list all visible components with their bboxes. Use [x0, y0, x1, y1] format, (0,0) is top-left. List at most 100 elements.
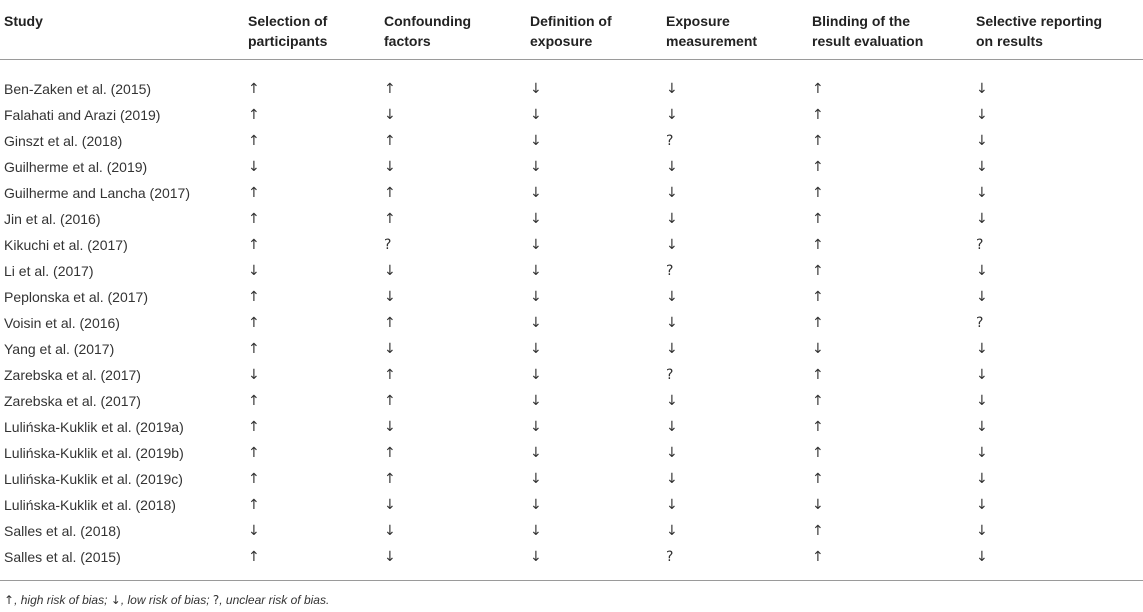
- table-row: Kikuchi et al. (2017) ↑? ↓ ↓ ↑?: [0, 232, 1143, 258]
- study-name-cell: Ben-Zaken et al. (2015): [4, 80, 152, 97]
- bias-rating-cell: ↓: [530, 262, 542, 279]
- bias-rating-cell: ↓: [530, 132, 542, 149]
- study-name-cell: Yang et al. (2017): [4, 340, 115, 357]
- table-header: Study Selection of participants Confounding…: [0, 0, 1143, 60]
- bias-rating-cell: ?: [384, 236, 392, 253]
- header-text-line: Selective reporting: [976, 13, 1103, 29]
- bias-rating-cell: ↓: [666, 210, 678, 227]
- bias-rating-cell: ↑: [384, 184, 396, 201]
- bias-rating-cell: ↑: [812, 314, 824, 331]
- study-name-cell: Lulińska-Kuklik et al. (2018): [4, 496, 176, 513]
- footnote-text: , low risk of bias;: [120, 593, 213, 607]
- study-name-cell: Li et al. (2017): [4, 262, 94, 279]
- header-text-line: participants: [248, 33, 328, 49]
- table-row: Zarebska et al. (2017) ↑ ↑ ↓ ↓ ↑ ↓: [0, 388, 1143, 414]
- bias-rating-cell: ↑: [812, 106, 824, 123]
- footnote-symbol: ↑: [4, 593, 15, 607]
- bias-rating-cell: ↓: [666, 418, 678, 435]
- footnote-text: , high risk of bias;: [14, 593, 111, 607]
- study-name-cell: Kikuchi et al. (2017): [4, 236, 128, 253]
- table-row: Lulińska-Kuklik et al. (2018) ↑ ↓ ↓ ↓ ↓ ↓: [0, 492, 1143, 518]
- bias-rating-cell: ↓: [976, 444, 988, 461]
- bias-rating-cell: ↓: [976, 496, 988, 513]
- study-name-cell: Salles et al. (2015): [4, 548, 121, 565]
- bias-rating-cell: ↓: [976, 418, 988, 435]
- bias-rating-cell: ↑: [248, 392, 260, 409]
- bias-rating-cell: ?: [976, 314, 984, 331]
- bias-rating-cell: ↓: [384, 522, 396, 539]
- bias-rating-cell: ↑: [812, 470, 824, 487]
- table-row: Falahati and Arazi (2019) ↑ ↓ ↓ ↓ ↑ ↓: [0, 102, 1143, 128]
- bias-rating-cell: ↓: [812, 340, 824, 357]
- study-name-cell: Lulińska-Kuklik et al. (2019b): [4, 444, 184, 461]
- bias-rating-cell: ↑: [248, 210, 260, 227]
- header-text-line: Selection of: [248, 13, 328, 29]
- study-name-cell: Voisin et al. (2016): [4, 314, 120, 331]
- bias-rating-cell: ↓: [976, 106, 988, 123]
- bias-rating-cell: ↑: [384, 132, 396, 149]
- bias-rating-cell: ↓: [530, 236, 542, 253]
- bias-rating-cell: ↑: [812, 132, 824, 149]
- table-row: Guilherme and Lancha (2017) ↑ ↑ ↓ ↓ ↑ ↓: [0, 180, 1143, 206]
- bias-rating-cell: ↓: [530, 444, 542, 461]
- bias-rating-cell: ↓: [976, 158, 988, 175]
- bias-rating-cell: ↓: [666, 340, 678, 357]
- bias-rating-cell: ↑: [248, 106, 260, 123]
- bias-rating-cell: ↓: [976, 470, 988, 487]
- table-row: Voisin et al. (2016) ↑ ↑ ↓ ↓ ↑?: [0, 310, 1143, 336]
- bias-rating-cell: ↑: [384, 366, 396, 383]
- bias-rating-cell: ↑: [248, 340, 260, 357]
- bias-rating-cell: ↑: [812, 262, 824, 279]
- header-text-line: exposure: [530, 33, 593, 49]
- bias-rating-cell: ↓: [976, 340, 988, 357]
- bias-rating-cell: ↑: [812, 236, 824, 253]
- table-row: Yang et al. (2017) ↑ ↓ ↓ ↓ ↓ ↓: [0, 336, 1143, 362]
- header-row: Study Selection of participants Confounding…: [0, 0, 1143, 60]
- bias-rating-cell: ↓: [666, 184, 678, 201]
- header-text-line: factors: [384, 33, 431, 49]
- bias-rating-cell: ↑: [248, 236, 260, 253]
- bias-rating-cell: ↓: [976, 210, 988, 227]
- header-text-line: measurement: [666, 33, 758, 49]
- bias-rating-cell: ↓: [384, 548, 396, 565]
- table-body: Ben-Zaken et al. (2015) ↑ ↑ ↓ ↓ ↑ ↓ Falahati an…: [0, 59, 1143, 580]
- table-row: Ben-Zaken et al. (2015) ↑ ↑ ↓ ↓ ↑ ↓: [0, 59, 1143, 102]
- risk-of-bias-table: Study Selection of participants Confounding…: [0, 0, 1143, 580]
- bias-rating-cell: ↓: [384, 262, 396, 279]
- bias-rating-cell: ↓: [666, 236, 678, 253]
- bias-rating-cell: ↓: [530, 366, 542, 383]
- bias-rating-cell: ↑: [812, 548, 824, 565]
- bias-rating-cell: ↓: [976, 262, 988, 279]
- table-row: Zarebska et al. (2017) ↓ ↑ ↓? ↑ ↓: [0, 362, 1143, 388]
- bias-rating-cell: ↑: [248, 132, 260, 149]
- bias-rating-cell: ↓: [248, 158, 260, 175]
- bias-rating-cell: ↑: [812, 158, 824, 175]
- bias-rating-cell: ↓: [976, 184, 988, 201]
- study-name-cell: Zarebska et al. (2017): [4, 392, 141, 409]
- bias-rating-cell: ↑: [812, 392, 824, 409]
- bias-rating-cell: ↓: [384, 288, 396, 305]
- table-row: Lulińska-Kuklik et al. (2019b) ↑ ↑ ↓ ↓ ↑ ↓: [0, 440, 1143, 466]
- header-definition-of-exposure: Definition of exposure: [530, 0, 666, 60]
- bias-rating-cell: ↑: [384, 444, 396, 461]
- bias-rating-cell: ↑: [248, 80, 260, 97]
- bias-rating-cell: ↑: [812, 366, 824, 383]
- bias-rating-cell: ↓: [976, 80, 988, 97]
- bias-rating-cell: ↓: [666, 314, 678, 331]
- bias-rating-cell: ↑: [812, 210, 824, 227]
- bias-rating-cell: ↓: [530, 522, 542, 539]
- bias-rating-cell: ↓: [666, 80, 678, 97]
- bias-rating-cell: ↓: [384, 106, 396, 123]
- bias-rating-cell: ↓: [530, 80, 542, 97]
- header-exposure-measurement: Exposure measurement: [666, 0, 812, 60]
- bias-rating-cell: ↓: [976, 548, 988, 565]
- header-text-line: Exposure: [666, 13, 730, 29]
- bias-rating-cell: ↓: [530, 340, 542, 357]
- bias-rating-cell: ?: [666, 548, 674, 565]
- bias-rating-cell: ?: [666, 132, 674, 149]
- bias-rating-cell: ↓: [666, 392, 678, 409]
- bias-rating-cell: ↓: [666, 470, 678, 487]
- study-name-cell: Ginszt et al. (2018): [4, 132, 123, 149]
- bias-rating-cell: ↓: [530, 548, 542, 565]
- header-text-line: Study: [4, 13, 43, 29]
